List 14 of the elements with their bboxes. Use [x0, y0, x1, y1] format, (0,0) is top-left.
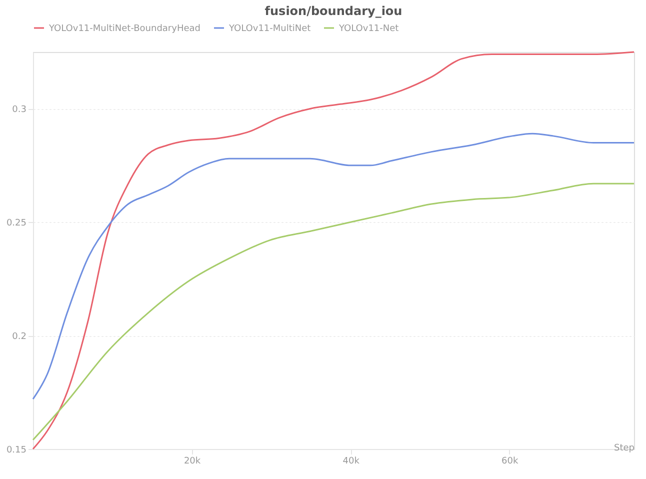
- y-tick-label: 0.3: [12, 105, 26, 116]
- chart-title: fusion/boundary_iou: [264, 4, 402, 18]
- legend-label: YOLOv11-MultiNet: [228, 24, 312, 34]
- line-series: [32, 182, 635, 441]
- y-tick-label: 0.25: [6, 218, 26, 229]
- line-series: [32, 132, 635, 400]
- y-tick-label: 0.2: [12, 332, 26, 342]
- x-tick-label: 40k: [342, 456, 360, 466]
- x-tick-label: 20k: [184, 456, 202, 466]
- x-tick-label: 60k: [502, 456, 519, 466]
- legend-label: YOLOv11-MultiNet-BoundaryHead: [48, 24, 200, 34]
- x-axis-title: Step: [614, 444, 635, 454]
- y-tick-label: 0.15: [6, 446, 26, 456]
- legend-label: YOLOv11-Net: [338, 24, 400, 34]
